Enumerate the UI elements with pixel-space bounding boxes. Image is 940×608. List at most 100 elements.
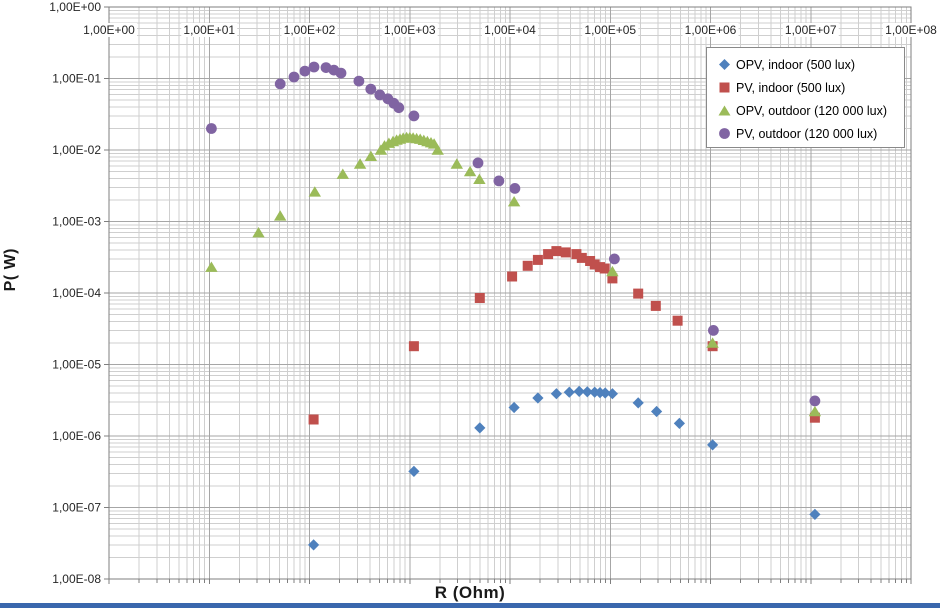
legend-entry-label: OPV, indoor (500 lux) xyxy=(736,57,856,72)
data-point xyxy=(507,196,521,207)
legend-entry-label: OPV, outdoor (120 000 lux) xyxy=(736,103,888,118)
data-point xyxy=(576,252,587,263)
legend: OPV, indoor (500 lux) PV, indoor (500 lux… xyxy=(706,47,905,148)
legend-entry: OPV, outdoor (120 000 lux) xyxy=(707,99,904,122)
data-point xyxy=(607,273,618,284)
data-point xyxy=(673,417,685,429)
data-point xyxy=(206,123,217,134)
data-point xyxy=(651,405,663,418)
data-point xyxy=(463,165,477,177)
svg-text:1,00E-08: 1,00E-08 xyxy=(52,572,101,586)
data-point xyxy=(288,71,300,83)
svg-text:1,00E+00: 1,00E+00 xyxy=(49,0,101,14)
data-point xyxy=(708,325,719,336)
bottom-edge-bar xyxy=(0,603,940,608)
svg-text:1,00E+07: 1,00E+07 xyxy=(785,23,837,37)
data-point xyxy=(571,249,582,260)
data-point xyxy=(365,83,377,95)
svg-text:1,00E-03: 1,00E-03 xyxy=(52,215,101,229)
data-point xyxy=(609,253,620,265)
legend-square-icon xyxy=(719,82,730,93)
svg-text:1,00E-04: 1,00E-04 xyxy=(52,286,101,300)
data-point xyxy=(672,315,683,326)
data-point xyxy=(473,173,486,184)
legend-entry: OPV, indoor (500 lux) xyxy=(707,53,904,76)
data-point xyxy=(563,386,575,398)
data-point xyxy=(606,265,619,277)
data-point xyxy=(809,395,821,407)
data-point xyxy=(493,175,505,187)
data-point xyxy=(408,465,420,477)
data-point xyxy=(809,412,820,423)
data-point xyxy=(374,89,386,101)
legend-diamond-icon xyxy=(719,59,730,70)
data-point xyxy=(308,539,320,551)
data-point xyxy=(707,439,719,451)
svg-text:1,00E+02: 1,00E+02 xyxy=(284,23,336,37)
data-point xyxy=(353,158,367,169)
data-point xyxy=(606,388,618,400)
data-point xyxy=(581,386,593,398)
svg-text:1,00E-07: 1,00E-07 xyxy=(52,501,101,515)
svg-text:1,00E+05: 1,00E+05 xyxy=(584,23,636,37)
data-point xyxy=(551,246,562,257)
data-point xyxy=(706,337,719,348)
data-point xyxy=(532,254,543,265)
data-point xyxy=(252,227,265,238)
data-point xyxy=(550,388,562,400)
data-point xyxy=(650,300,661,311)
data-point xyxy=(543,249,554,260)
data-point xyxy=(299,65,311,77)
data-point xyxy=(508,401,520,414)
data-point xyxy=(560,247,571,258)
data-point xyxy=(408,341,419,352)
data-point xyxy=(450,158,463,169)
legend-entry-label: PV, indoor (500 lux) xyxy=(736,80,846,95)
svg-text:1,00E+01: 1,00E+01 xyxy=(183,23,235,37)
data-point xyxy=(599,263,610,274)
data-point xyxy=(472,157,484,169)
data-point xyxy=(632,397,644,409)
y-axis-title: P( W) xyxy=(2,248,19,292)
data-point xyxy=(336,168,349,179)
data-point xyxy=(335,67,347,79)
data-point xyxy=(507,271,518,282)
series-opv-outdoor-120-000-lux xyxy=(205,131,822,417)
data-point xyxy=(308,186,321,197)
svg-text:1,00E-06: 1,00E-06 xyxy=(52,429,101,443)
data-point xyxy=(205,261,218,272)
data-point xyxy=(274,78,286,90)
svg-text:1,00E-05: 1,00E-05 xyxy=(52,358,101,372)
legend-circle-icon xyxy=(719,128,730,139)
svg-text:1,00E+06: 1,00E+06 xyxy=(685,23,737,37)
axis-ticks xyxy=(104,6,912,584)
svg-text:1,00E+00: 1,00E+00 xyxy=(83,23,135,37)
legend-entry: PV, outdoor (120 000 lux) xyxy=(707,122,904,145)
x-tick-labels: 1,00E+00 1,00E+01 1,00E+02 1,00E+03 1,00E+04… xyxy=(81,23,939,37)
series-opv-indoor-500-lux xyxy=(308,385,821,551)
data-point xyxy=(589,259,600,270)
svg-text:1,00E+04: 1,00E+04 xyxy=(484,23,536,37)
data-point xyxy=(573,385,585,397)
x-axis-title: R (Ohm) xyxy=(434,583,506,602)
data-point xyxy=(308,61,320,73)
data-point xyxy=(274,210,287,221)
data-point xyxy=(474,293,485,303)
data-point xyxy=(353,75,365,87)
data-point xyxy=(809,508,821,520)
data-point xyxy=(808,405,822,417)
data-point xyxy=(431,144,444,155)
svg-text:1,00E-01: 1,00E-01 xyxy=(52,72,101,86)
svg-text:1,00E-02: 1,00E-02 xyxy=(52,143,101,157)
svg-text:1,00E+08: 1,00E+08 xyxy=(885,23,937,37)
data-point xyxy=(393,102,405,114)
data-point xyxy=(308,414,319,425)
data-point xyxy=(364,150,378,161)
data-point xyxy=(633,288,644,299)
y-tick-labels: 1,00E+00 1,00E-01 1,00E-02 1,00E-03 1,00E-04… xyxy=(49,0,101,586)
series-pv-indoor-500-lux xyxy=(308,246,820,425)
svg-text:1,00E+03: 1,00E+03 xyxy=(384,23,436,37)
series-pv-outdoor-120-000-lux xyxy=(206,61,821,407)
data-point xyxy=(474,422,486,434)
